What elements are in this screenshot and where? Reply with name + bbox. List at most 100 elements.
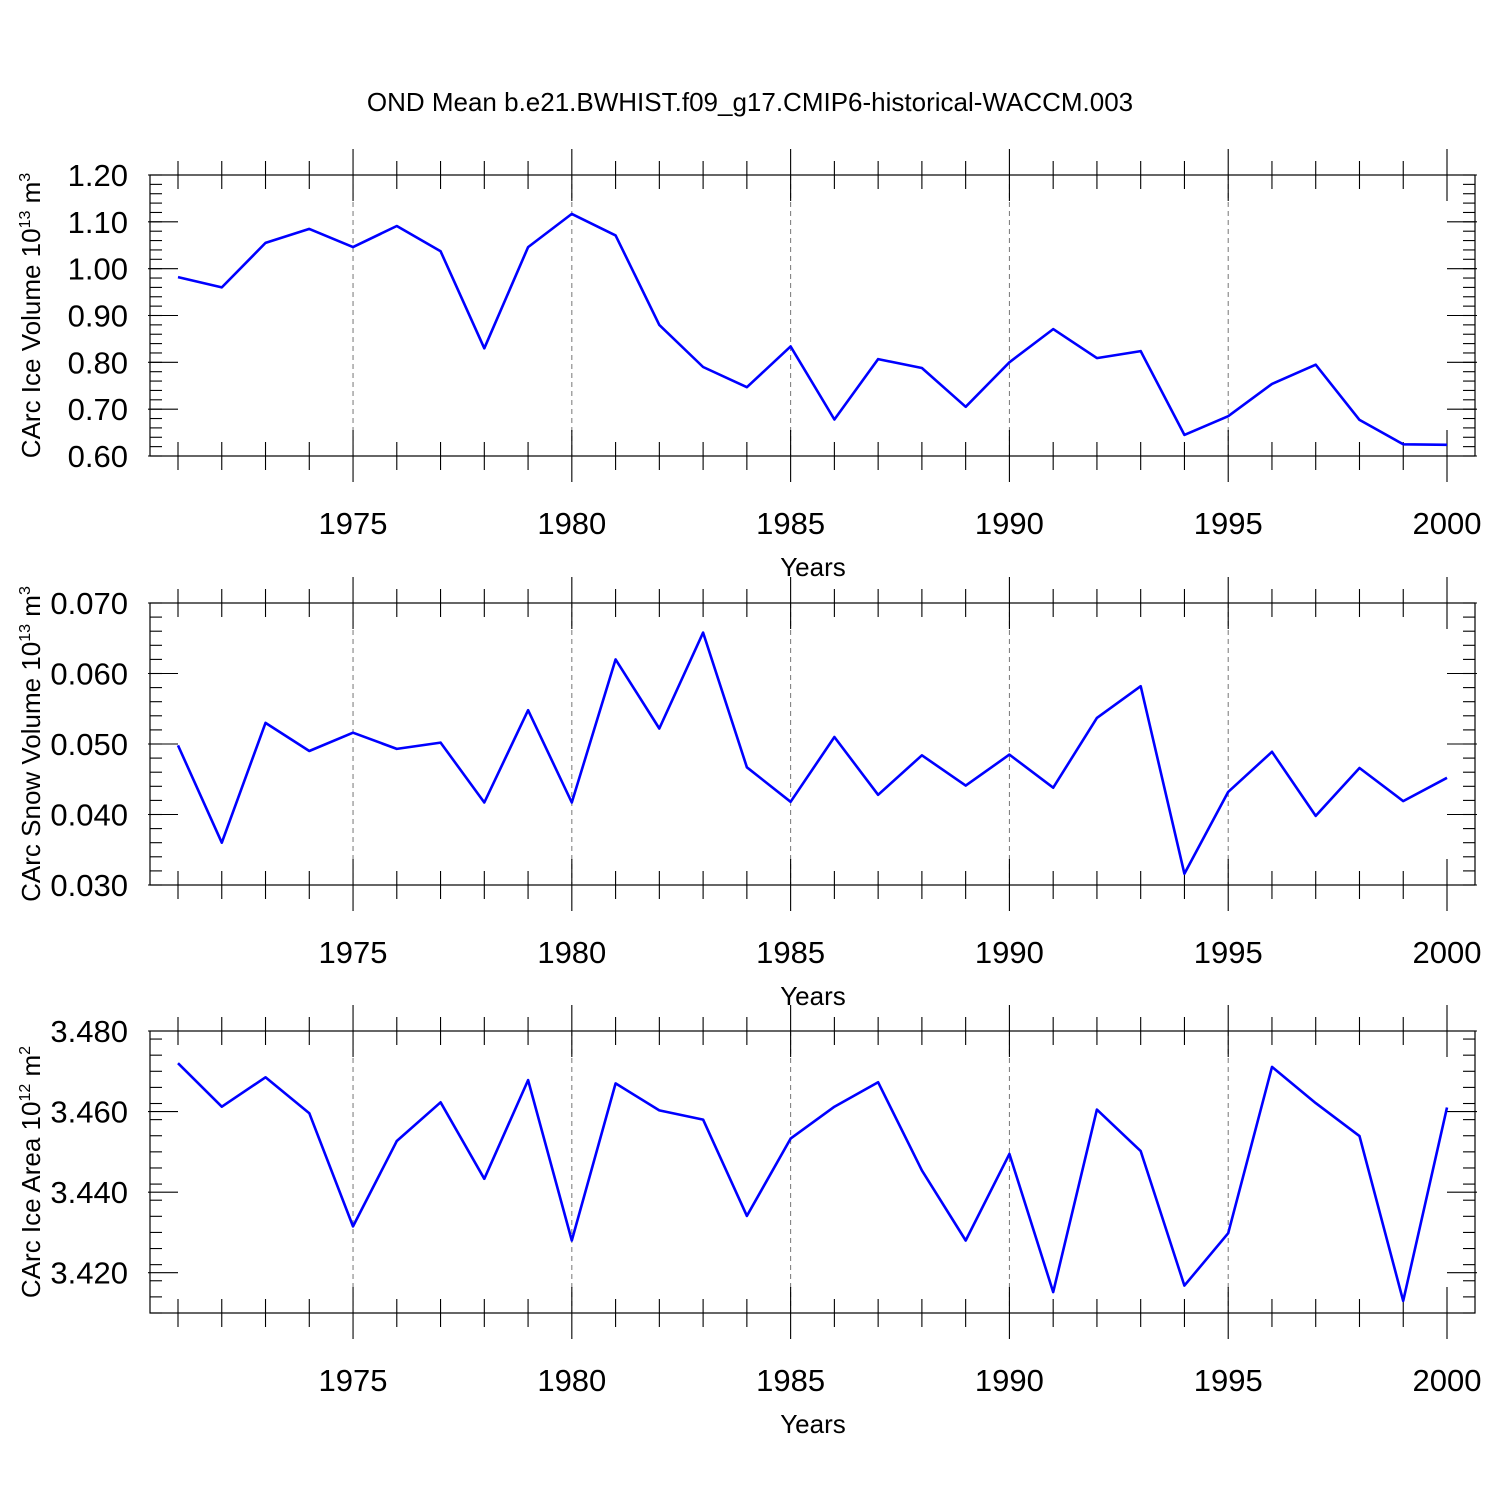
- data-point: [876, 357, 880, 361]
- y-tick-label: 3.480: [50, 1014, 128, 1049]
- plot-frame: [149, 602, 1476, 886]
- x-tick-label: 1990: [975, 506, 1044, 541]
- data-point: [920, 753, 924, 757]
- data-point: [176, 1061, 180, 1065]
- data-point: [1007, 1152, 1011, 1156]
- data-point: [351, 245, 355, 249]
- x-tick-label: 2000: [1413, 935, 1482, 970]
- data-point: [1357, 1134, 1361, 1138]
- data-point: [1314, 1101, 1318, 1105]
- data-point: [1095, 716, 1099, 720]
- data-point: [614, 657, 618, 661]
- data-point: [1095, 356, 1099, 360]
- data-point: [657, 726, 661, 730]
- data-point: [482, 346, 486, 350]
- data-point: [920, 1168, 924, 1172]
- chart-title: OND Mean b.e21.BWHIST.f09_g17.CMIP6-hist…: [367, 87, 1133, 117]
- panel-2: 0.030 0.040 0.050 0.060 0.070 1975 1980 1985 199…: [16, 577, 1481, 1011]
- x-tick-label: 1975: [319, 506, 388, 541]
- data-point: [1314, 814, 1318, 818]
- data-point: [1226, 790, 1230, 794]
- x-tick-label: 1985: [756, 1363, 825, 1398]
- data-point: [482, 801, 486, 805]
- data-point: [789, 344, 793, 348]
- y-tick-label: 0.70: [68, 392, 128, 427]
- data-point: [1139, 1149, 1143, 1153]
- data-point: [1357, 766, 1361, 770]
- data-point: [701, 365, 705, 369]
- data-point: [1226, 414, 1230, 418]
- x-tick-label: 1975: [319, 935, 388, 970]
- data-point: [745, 385, 749, 389]
- y-axis-label: CArc Ice Area 1012 m2: [16, 1046, 46, 1298]
- x-tick-label: 1985: [756, 935, 825, 970]
- data-point: [1445, 443, 1449, 447]
- data-point: [307, 227, 311, 231]
- data-point: [526, 1078, 530, 1082]
- data-point: [482, 1177, 486, 1181]
- data-point: [1051, 786, 1055, 790]
- data-point: [307, 1111, 311, 1115]
- data-point: [832, 1105, 836, 1109]
- data-point: [1139, 684, 1143, 688]
- x-axis-label: Years: [780, 981, 846, 1011]
- y-tick-label: 1.20: [68, 158, 128, 193]
- data-point: [176, 743, 180, 747]
- data-point: [220, 841, 224, 845]
- data-point: [395, 747, 399, 751]
- data-point: [657, 323, 661, 327]
- data-point: [832, 417, 836, 421]
- y-tick-label: 0.60: [68, 439, 128, 474]
- y-axis-label: CArc Ice Volume 1013 m3: [16, 173, 46, 458]
- y-tick-label: 1.00: [68, 252, 128, 287]
- x-tick-label: 1990: [975, 1363, 1044, 1398]
- data-point: [351, 1224, 355, 1228]
- data-point: [439, 249, 443, 253]
- data-point: [701, 631, 705, 635]
- data-point: [832, 735, 836, 739]
- data-point: [1445, 776, 1449, 780]
- data-point: [1270, 1065, 1274, 1069]
- data-point: [1182, 1284, 1186, 1288]
- data-point: [307, 749, 311, 753]
- x-tick-label: 1975: [319, 1363, 388, 1398]
- panel-1: 0.60 0.70 0.80 0.90 1.00 1.10 1.20 1975 1980 1985…: [16, 149, 1481, 582]
- x-tick-label: 1995: [1194, 1363, 1263, 1398]
- data-point: [570, 1238, 574, 1242]
- data-point: [1095, 1108, 1099, 1112]
- series-line: [177, 1062, 1449, 1303]
- data-point: [1226, 1231, 1230, 1235]
- data-point: [439, 1100, 443, 1104]
- data-point: [789, 1137, 793, 1141]
- y-tick-label: 0.040: [50, 798, 128, 833]
- data-point: [1007, 360, 1011, 364]
- data-point: [964, 405, 968, 409]
- y-axis-label: CArc Snow Volume 1013 m3: [16, 586, 46, 902]
- data-point: [570, 212, 574, 216]
- x-axis-label: Years: [780, 552, 846, 582]
- x-tick-label: 1985: [756, 506, 825, 541]
- y-tick-label: 3.420: [50, 1256, 128, 1291]
- data-point: [570, 801, 574, 805]
- data-point: [876, 793, 880, 797]
- data-point: [701, 1118, 705, 1122]
- x-tick-label: 2000: [1413, 1363, 1482, 1398]
- data-point: [1314, 363, 1318, 367]
- x-axis-label: Years: [780, 1409, 846, 1439]
- data-point: [526, 245, 530, 249]
- data-point: [1357, 418, 1361, 422]
- x-tick-label: 1990: [975, 935, 1044, 970]
- data-point: [1182, 872, 1186, 876]
- data-point: [1401, 1299, 1405, 1303]
- data-point: [964, 1238, 968, 1242]
- data-point: [657, 1108, 661, 1112]
- data-point: [220, 1105, 224, 1109]
- data-point: [1139, 349, 1143, 353]
- data-point: [745, 1214, 749, 1218]
- data-point: [614, 1081, 618, 1085]
- data-point: [745, 765, 749, 769]
- y-tick-label: 0.030: [50, 868, 128, 903]
- series-line: [176, 631, 1448, 876]
- data-point: [1051, 327, 1055, 331]
